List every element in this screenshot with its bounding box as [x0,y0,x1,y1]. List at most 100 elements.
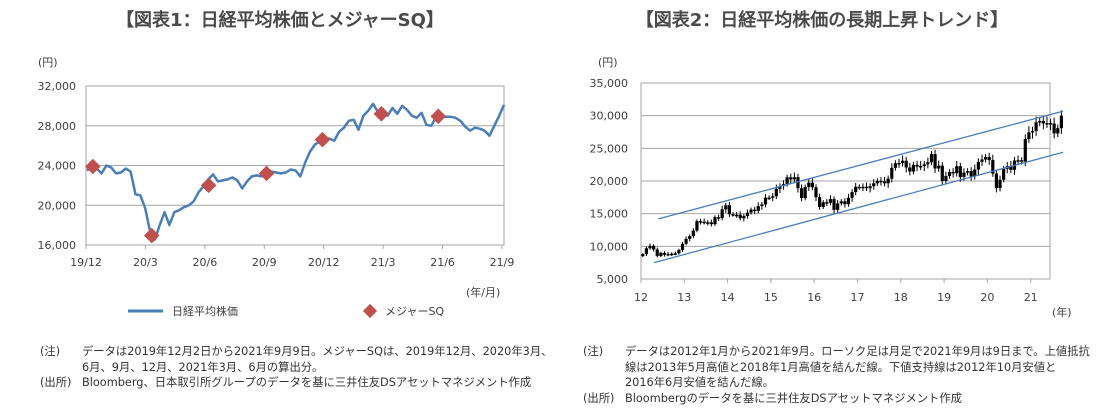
chart2-title: 【図表2：日経平均株価の長期上昇トレンド】 [636,9,1009,31]
candle-body [958,166,962,178]
candle-body [1034,122,1038,131]
candle-body [670,253,674,256]
x-tick-label: 20/3 [133,256,158,269]
candle-body [991,160,995,174]
candle-body [893,163,897,168]
candle-body [677,249,681,254]
source-label: (出所) [40,376,72,389]
candle-body [843,201,847,205]
candle-body [868,186,872,189]
chart2-y-unit: (円) [598,56,618,69]
legend-diamond-swatch [362,303,378,319]
trendline [653,151,1064,264]
candle-body [828,199,833,203]
candle-body [727,205,732,215]
candle-body [713,217,717,225]
candle-body [987,157,991,161]
candle-body [641,254,645,257]
candle-body [789,177,793,180]
sq-marker [258,165,275,182]
note-label: (注) [40,345,61,358]
x-tick-label: 20/9 [252,256,277,269]
candle-body [875,180,879,184]
candle-body [890,167,894,179]
candle-body [1027,132,1031,139]
candle-body [763,197,768,205]
candle-body [879,180,883,183]
candle-body [1002,168,1006,180]
candle-body [1052,123,1056,134]
x-tick-label: 20/12 [308,256,340,269]
candle-body [904,160,908,168]
source-text: Bloombergのデータを基に三井住友DSアセットマネジメント作成 [625,391,962,405]
chart1-legend: 日経平均株価 メジャーSQ [128,303,444,319]
candle-body [735,214,739,217]
candle-body [846,197,851,205]
y-tick-label: 35,000 [590,77,629,90]
candle-body [1009,166,1013,170]
candle-body [850,192,854,198]
x-tick-label: 19/12 [70,256,102,269]
candle-body [973,169,977,177]
candle-body [706,222,710,224]
chart1-title: 【図表1：日経平均株価とメジャーSQ】 [116,9,444,31]
x-tick-label: 14 [721,291,735,304]
candle-body [662,252,667,255]
candle-body [962,172,966,178]
candle-body [760,204,764,207]
legend-label-sq: メジャーSQ [385,305,444,318]
x-tick-label: 21 [1024,291,1038,304]
candle-body [684,238,688,244]
sq-marker [314,131,331,148]
x-tick-label: 13 [677,291,691,304]
x-tick-label: 16 [807,291,821,304]
candle-body [1030,130,1035,133]
y-tick-label: 30,000 [590,110,629,123]
candle-body [911,164,916,172]
candle-body [648,245,652,249]
x-tick-label: 21/6 [430,256,455,269]
candle-body [731,214,735,216]
note-text: データは2012年1月から2021年9月。ローソク足は月足で2021年9月は9日… [625,345,1090,389]
candle-body [940,165,944,181]
candle-body [716,217,721,219]
plot-border [85,85,505,246]
nikkei-line [86,102,506,241]
candle-body [666,253,670,256]
candle-body [926,162,930,165]
candle-body [922,164,926,166]
candle-body [753,209,757,212]
candle-body [680,243,685,250]
candle-body [771,196,775,198]
chart2-x-unit: (年) [1052,305,1072,319]
source-text: Bloomberg、日本取引所グループのデータを基に三井住友DSアセットマネジメ… [82,376,532,389]
candle-body [1045,123,1049,125]
candle-body [836,203,840,210]
chart1-plot: 32,000 28,000 24,000 20,000 16,000 19/12 20/3 2… [38,80,515,269]
candle-body [807,182,811,188]
x-tick-label: 20/6 [193,256,218,269]
candle-body [691,230,695,237]
candle-body [695,221,699,231]
candle-body [1041,121,1045,124]
candle-body [655,249,659,256]
candle-body [901,160,905,163]
candle-body [937,165,941,169]
candle-body [778,186,782,189]
y-tick-label: 5,000 [597,273,629,286]
candle-body [785,177,789,185]
candle-body [774,188,778,197]
sq-marker [200,177,217,194]
candle-body [742,216,746,219]
x-tick-label: 21/9 [490,256,515,269]
note-label: (注) [583,345,604,358]
candle-body [998,179,1002,189]
x-tick-label: 18 [894,291,908,304]
candle-body [792,177,796,180]
candle-body [929,154,934,163]
y-tick-label: 20,000 [590,175,629,188]
candle-body [1016,160,1020,162]
candle-body [698,221,703,223]
trendline [658,110,1064,220]
